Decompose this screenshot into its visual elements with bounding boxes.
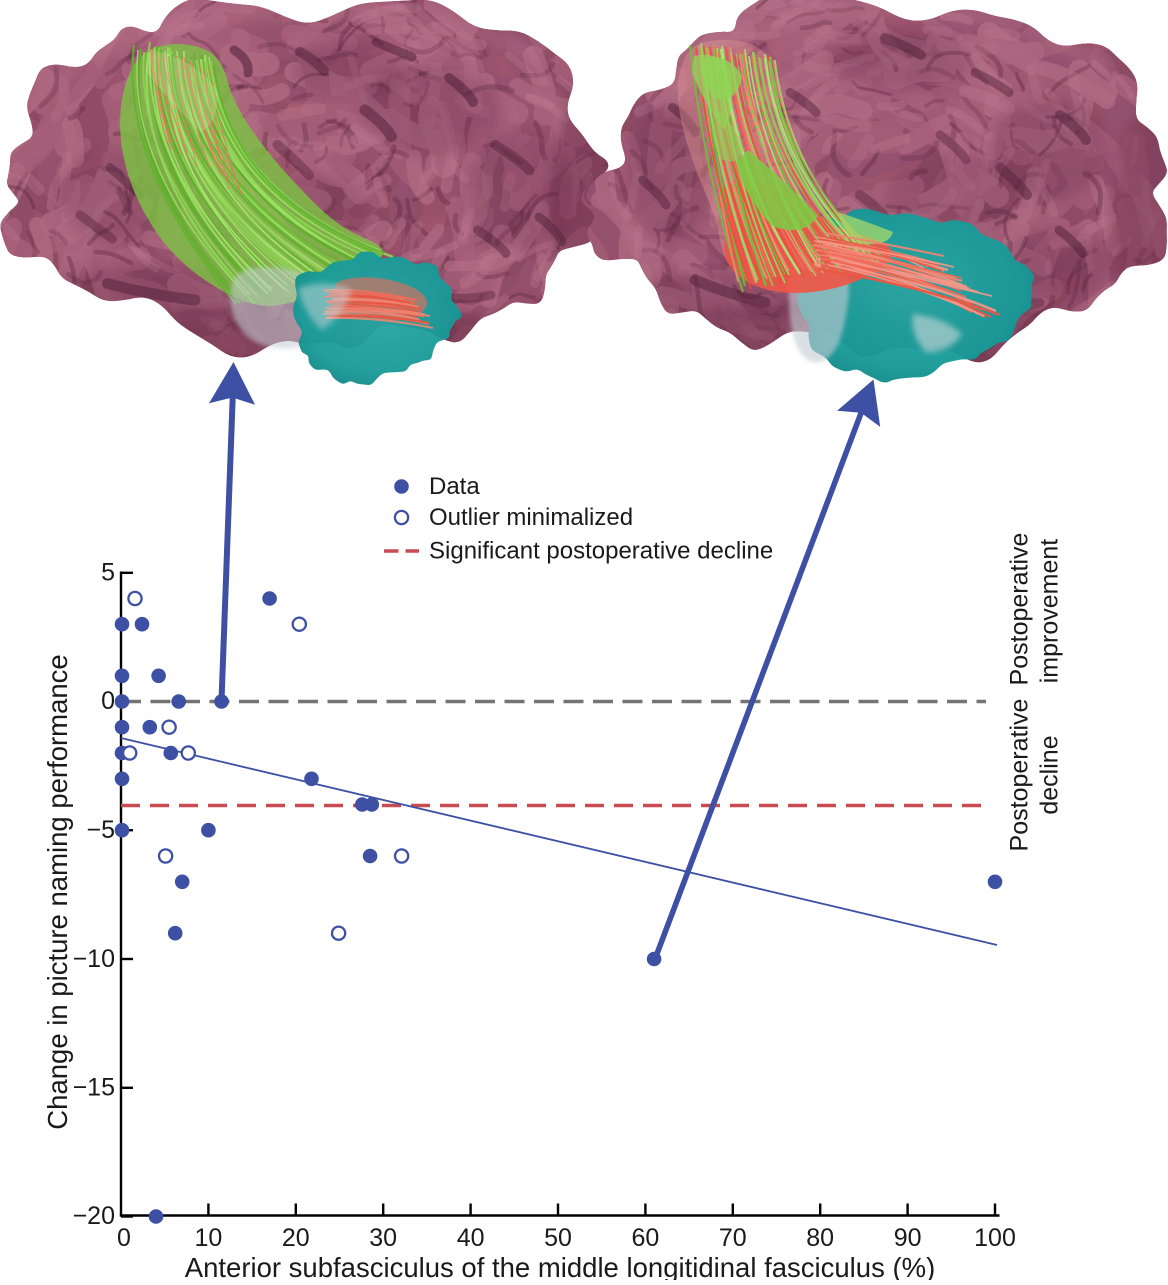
svg-text:0: 0 (117, 1224, 131, 1252)
svg-text:−5: −5 (86, 816, 115, 844)
svg-text:Outlier minimalized: Outlier minimalized (429, 504, 633, 531)
svg-text:30: 30 (369, 1224, 397, 1252)
svg-text:−15: −15 (73, 1074, 115, 1102)
svg-text:Postoperative: Postoperative (1006, 699, 1034, 852)
svg-text:40: 40 (457, 1224, 485, 1252)
svg-text:10: 10 (194, 1224, 222, 1252)
svg-text:−20: −20 (73, 1202, 115, 1230)
svg-text:20: 20 (282, 1224, 310, 1252)
svg-text:0: 0 (101, 687, 115, 715)
svg-text:90: 90 (894, 1224, 922, 1252)
svg-text:decline: decline (1036, 735, 1064, 814)
svg-text:Significant postoperative decl: Significant postoperative decline (429, 538, 773, 565)
svg-text:improvement: improvement (1036, 539, 1064, 684)
svg-text:5: 5 (101, 559, 115, 587)
svg-text:Change in picture naming perfo: Change in picture naming performance (42, 654, 73, 1129)
svg-text:Postoperative: Postoperative (1006, 533, 1034, 686)
svg-text:Anterior subfasciculus of the: Anterior subfasciculus of the middle lon… (185, 1252, 936, 1280)
svg-text:100: 100 (974, 1224, 1016, 1252)
svg-text:70: 70 (719, 1224, 747, 1252)
svg-text:Data: Data (429, 473, 480, 500)
svg-text:80: 80 (806, 1224, 834, 1252)
svg-text:60: 60 (631, 1224, 659, 1252)
svg-text:−10: −10 (73, 945, 115, 973)
svg-text:50: 50 (544, 1224, 572, 1252)
